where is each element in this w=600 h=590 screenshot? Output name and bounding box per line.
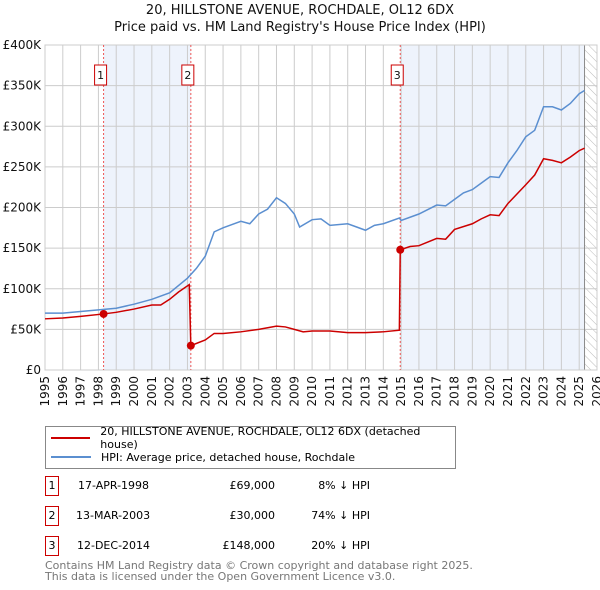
sale-price: £30,000 xyxy=(229,509,276,522)
x-tick-label: 2023 xyxy=(537,376,551,407)
sale-hpi: 8% ↓ HPI xyxy=(318,479,370,492)
legend: 20, HILLSTONE AVENUE, ROCHDALE, OL12 6DX… xyxy=(45,425,456,469)
sale-marker-label: 1 xyxy=(97,69,104,82)
x-tick-label: 2021 xyxy=(501,376,515,407)
sale-marker-badge xyxy=(181,64,195,86)
chart-plot: 1995 1996 1997 1998 1999 2000 2001 2002 2003 2004… xyxy=(3,38,600,407)
chart-title: 20, HILLSTONE AVENUE, ROCHDALE, OL12 6DX xyxy=(145,3,455,18)
y-tick-label: £0 xyxy=(26,363,41,377)
x-tick-label: 2005 xyxy=(216,376,230,407)
x-tick-label: 2008 xyxy=(269,376,283,407)
sale-badge: 1 xyxy=(45,476,59,496)
legend-swatch xyxy=(51,456,91,458)
sale-point xyxy=(396,245,405,254)
x-tick-label: 2020 xyxy=(483,376,497,407)
sale-date: 12-DEC-2014 xyxy=(77,539,151,552)
sale-marker-badge xyxy=(94,64,108,86)
x-tick-label: 2001 xyxy=(145,376,159,407)
x-tick-label: 2004 xyxy=(198,376,212,407)
sale-row: 3 12-DEC-2014 £148,000 20% ↓ HPI xyxy=(45,536,445,556)
x-tick-label: 2013 xyxy=(359,376,373,407)
x-tick-label: 2014 xyxy=(376,376,390,407)
series-line-hpi xyxy=(45,89,585,314)
footer-line: This data is licensed under the Open Gov… xyxy=(45,570,396,583)
chart-subtitle: Price paid vs. HM Land Registry's House … xyxy=(114,20,486,35)
series-line-property xyxy=(44,147,585,347)
sale-row: 2 13-MAR-2003 £30,000 74% ↓ HPI xyxy=(45,506,445,526)
y-tick-label: £100K xyxy=(3,282,43,296)
x-tick-label: 2022 xyxy=(519,376,533,407)
legend-label: HPI: Average price, detached house, Roch… xyxy=(101,450,356,464)
x-tick-label: 1995 xyxy=(38,376,52,407)
sale-point xyxy=(99,309,108,318)
sale-date: 17-APR-1998 xyxy=(78,479,150,492)
sale-row: 1 17-APR-1998 £69,000 8% ↓ HPI xyxy=(45,476,445,496)
sale-badge: 2 xyxy=(45,506,59,526)
x-tick-label: 2024 xyxy=(554,376,568,407)
y-tick-label: £50K xyxy=(10,322,42,336)
footer: Contains HM Land Registry data © Crown c… xyxy=(45,560,473,582)
x-tick-label: 2019 xyxy=(465,376,479,407)
sale-hpi: 20% ↓ HPI xyxy=(311,539,370,552)
x-tick-label: 2015 xyxy=(394,376,408,407)
footer-line: Contains HM Land Registry data © Crown c… xyxy=(45,559,473,572)
x-tick-label: 2000 xyxy=(127,376,141,407)
sale-marker-label: 2 xyxy=(184,69,191,82)
x-tick-label: 2009 xyxy=(287,376,301,407)
x-tick-label: 1998 xyxy=(91,376,105,407)
x-tick-label: 2006 xyxy=(234,376,248,407)
sale-price: £69,000 xyxy=(229,479,276,492)
x-tick-label: 2007 xyxy=(252,376,266,407)
x-tick-label: 2012 xyxy=(341,376,355,407)
sale-hpi: 74% ↓ HPI xyxy=(311,509,370,522)
sale-point xyxy=(186,341,195,350)
legend-item-hpi: HPI: Average price, detached house, Roch… xyxy=(51,449,355,465)
legend-item-property: 20, HILLSTONE AVENUE, ROCHDALE, OL12 6DX… xyxy=(51,425,455,451)
sale-date: 13-MAR-2003 xyxy=(76,509,151,522)
x-tick-label: 2010 xyxy=(305,376,319,407)
x-tick-label: 2017 xyxy=(430,376,444,407)
legend-label: 20, HILLSTONE AVENUE, ROCHDALE, OL12 6DX… xyxy=(100,425,421,451)
sale-badge: 3 xyxy=(45,536,59,556)
x-tick-label: 2003 xyxy=(180,376,194,407)
x-tick-label: 2016 xyxy=(412,376,426,407)
x-tick-label: 2002 xyxy=(163,376,177,407)
y-tick-label: £150K xyxy=(3,241,43,255)
y-tick-label: £400K xyxy=(3,38,43,52)
y-tick-label: £350K xyxy=(3,79,43,93)
x-tick-label: 2011 xyxy=(323,376,337,407)
y-tick-label: £200K xyxy=(3,201,43,215)
y-tick-label: £250K xyxy=(3,160,43,174)
x-tick-label: 2025 xyxy=(572,376,586,407)
sale-marker-label: 3 xyxy=(394,69,401,82)
y-tick-label: £300K xyxy=(3,119,43,133)
sale-price: £148,000 xyxy=(222,539,276,552)
legend-swatch xyxy=(51,437,91,439)
x-tick-label: 2026 xyxy=(590,376,600,407)
x-tick-label: 2018 xyxy=(448,376,462,407)
x-tick-label: 1996 xyxy=(56,376,70,407)
x-tick-label: 1997 xyxy=(74,376,88,407)
sale-marker-badge xyxy=(390,64,404,86)
plot-frame xyxy=(44,44,598,371)
x-tick-label: 1999 xyxy=(109,376,123,407)
